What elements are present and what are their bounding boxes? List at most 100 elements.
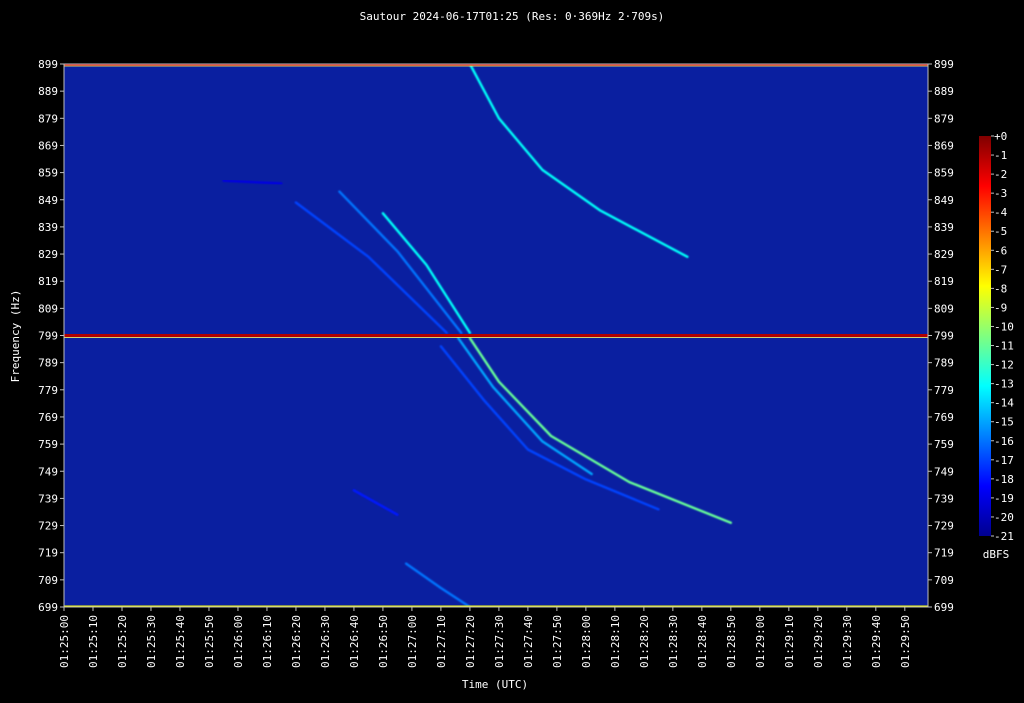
meteor-trace-1 <box>468 64 689 258</box>
y-axis-label: Frequency (Hz) <box>9 290 22 383</box>
colorbar-tick-label: -13 <box>994 378 1014 391</box>
x-tick-label: 01:26:10 <box>261 615 274 668</box>
x-axis-label: Time (UTC) <box>462 678 528 691</box>
x-axis: 01:25:00 01:25:10 01:25:20 01:25:30 01:25:40… <box>58 607 912 668</box>
y-tick-label-left: 719 <box>38 547 58 560</box>
y-tick-label-right: 829 <box>934 248 954 261</box>
colorbar-tick-label: -12 <box>994 359 1014 372</box>
x-tick-label: 01:27:30 <box>493 615 506 668</box>
meteor-trace-3 <box>338 190 463 334</box>
y-tick-label-right: 859 <box>934 167 954 180</box>
x-tick-label: 01:25:40 <box>174 615 187 668</box>
meteor-trace-9 <box>352 489 399 516</box>
y-tick-label-right: 789 <box>934 357 954 370</box>
colorbar-tick-label: -1 <box>994 149 1007 162</box>
y-tick-label-left: 889 <box>38 85 58 98</box>
y-tick-label-left: 699 <box>38 601 58 614</box>
y-axis-left: 899 889 879 869 859 849 839 829 819 809 799 789 779 7… <box>38 58 64 614</box>
x-tick-label: 01:29:20 <box>812 615 825 668</box>
colorbar-tick-label: -17 <box>994 454 1014 467</box>
colorbar-gradient <box>979 136 991 536</box>
x-tick-label: 01:26:30 <box>319 615 332 668</box>
y-tick-label-right: 709 <box>934 574 954 587</box>
colorbar-tick-label: -21 <box>994 530 1014 543</box>
y-tick-label-left: 749 <box>38 465 58 478</box>
y-tick-label-left: 899 <box>38 58 58 71</box>
colorbar-tick-label: -15 <box>994 416 1014 429</box>
y-tick-label-left: 869 <box>38 139 58 152</box>
y-tick-label-right: 729 <box>934 520 954 533</box>
colorbar-tick-label: -10 <box>994 320 1014 333</box>
colorbar-tick-label: -4 <box>994 206 1008 219</box>
meteor-trace-10 <box>222 179 283 185</box>
x-tick-label: 01:29:10 <box>783 615 796 668</box>
y-tick-label-right: 839 <box>934 221 954 234</box>
colorbar-tick-label: -3 <box>994 187 1007 200</box>
x-tick-label: 01:28:50 <box>725 615 738 668</box>
x-tick-label: 01:28:30 <box>667 615 680 668</box>
meteor-trace-7 <box>439 345 660 511</box>
meteor-trace-4 <box>294 201 448 334</box>
x-tick-label: 01:27:20 <box>464 615 477 668</box>
x-tick-label: 01:29:40 <box>870 615 883 668</box>
y-tick-label-left: 879 <box>38 112 58 125</box>
meteor-trace-2 <box>381 212 472 334</box>
y-tick-label-left: 709 <box>38 574 58 587</box>
x-tick-label: 01:26:40 <box>348 615 361 668</box>
y-tick-label-right: 849 <box>934 194 954 207</box>
colorbar-tick-label: -20 <box>994 511 1014 524</box>
y-tick-label-left: 849 <box>38 194 58 207</box>
colorbar-tick-label: -14 <box>994 397 1014 410</box>
y-tick-label-right: 749 <box>934 465 954 478</box>
x-tick-label: 01:26:00 <box>232 615 245 668</box>
x-tick-label: 01:25:00 <box>58 615 71 668</box>
x-tick-label: 01:28:00 <box>580 615 593 668</box>
y-tick-label-right: 899 <box>934 58 954 71</box>
x-tick-label: 01:28:10 <box>609 615 622 668</box>
x-tick-label: 01:25:50 <box>203 615 216 668</box>
chart-title: Sautour 2024-06-17T01:25 (Res: 0·369Hz 2… <box>360 10 665 23</box>
y-tick-label-left: 799 <box>38 330 58 343</box>
y-tick-label-right: 739 <box>934 492 954 505</box>
y-tick-label-left: 739 <box>38 492 58 505</box>
y-tick-label-left: 789 <box>38 357 58 370</box>
colorbar-tick-label: -2 <box>994 168 1007 181</box>
y-tick-label-right: 719 <box>934 547 954 560</box>
y-tick-label-left: 759 <box>38 438 58 451</box>
colorbar: +0 -1 -2 -3 -4 -5 -6 -7 -8 -9 -10 -11 -12 -13 -14 -15 -1… <box>979 130 1014 561</box>
y-tick-label-right: 799 <box>934 330 954 343</box>
colorbar-tick-label: -18 <box>994 473 1014 486</box>
x-tick-label: 01:29:50 <box>899 615 912 668</box>
meteor-trace-6 <box>457 337 593 476</box>
y-tick-label-right: 809 <box>934 302 954 315</box>
x-tick-label: 01:29:30 <box>841 615 854 668</box>
y-tick-label-right: 769 <box>934 411 954 424</box>
x-tick-label: 01:28:20 <box>638 615 651 668</box>
y-tick-label-left: 769 <box>38 411 58 424</box>
y-tick-label-right: 699 <box>934 601 954 614</box>
y-tick-label-left: 779 <box>38 384 58 397</box>
y-tick-label-right: 779 <box>934 384 954 397</box>
x-tick-label: 01:25:10 <box>87 615 100 668</box>
y-tick-label-right: 889 <box>934 85 954 98</box>
colorbar-tick-label: +0 <box>994 130 1007 143</box>
colorbar-tick-label: -7 <box>994 263 1007 276</box>
y-tick-label-left: 729 <box>38 520 58 533</box>
x-tick-label: 01:27:50 <box>551 615 564 668</box>
plot-layer <box>64 64 928 607</box>
y-tick-label-right: 759 <box>934 438 954 451</box>
y-tick-label-left: 859 <box>38 167 58 180</box>
colorbar-tick-label: -11 <box>994 340 1014 353</box>
x-tick-label: 01:27:10 <box>435 615 448 668</box>
colorbar-tick-label: -16 <box>994 435 1014 448</box>
y-tick-label-right: 879 <box>934 112 954 125</box>
y-tick-label-left: 829 <box>38 248 58 261</box>
y-tick-label-right: 819 <box>934 275 954 288</box>
x-tick-label: 01:26:50 <box>377 615 390 668</box>
x-tick-label: 01:25:20 <box>116 615 129 668</box>
y-tick-label-left: 819 <box>38 275 58 288</box>
x-tick-label: 01:27:40 <box>522 615 535 668</box>
x-tick-label: 01:28:40 <box>696 615 709 668</box>
y-tick-label-left: 809 <box>38 302 58 315</box>
